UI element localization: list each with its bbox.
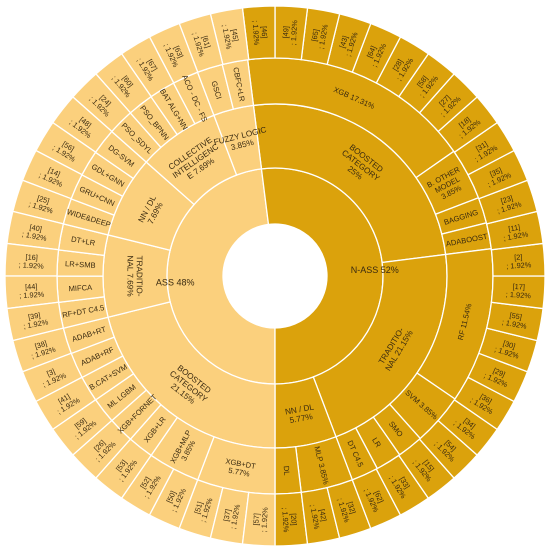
- ring4-label: [2]; 1.92%: [506, 252, 532, 271]
- ring4-slice: [477, 327, 538, 373]
- ring4-slice: [467, 149, 529, 200]
- ring2-label: NN / DL5.77%: [284, 402, 316, 425]
- ring4-slice: [71, 419, 132, 480]
- ring4-slice: [178, 478, 224, 539]
- center-hole: [223, 224, 327, 328]
- ring4-slice: [12, 327, 73, 373]
- ring4-slice: [6, 210, 65, 251]
- ring4-slice: [35, 376, 97, 431]
- ring4-slice: [21, 149, 83, 200]
- ring4-slice: [209, 486, 250, 545]
- ring4-label: [16]; 1.92%: [18, 252, 44, 271]
- ring4-slice: [21, 352, 83, 403]
- ring4-slice: [467, 352, 529, 403]
- chart-slices: [4, 5, 546, 547]
- ring4-slice: [326, 478, 372, 539]
- ring4-slice: [120, 36, 175, 98]
- ring3-label: XGB+DT5.77%: [223, 457, 257, 480]
- ring4-slice: [241, 5, 276, 61]
- ring4-slice: [241, 491, 276, 547]
- ring4-slice: [120, 454, 175, 516]
- ring4-label: [46]; 1.92%: [251, 19, 270, 45]
- ring4-slice: [71, 72, 132, 133]
- ring4-slice: [453, 121, 515, 176]
- ring4-slice: [178, 13, 224, 74]
- ring4-slice: [95, 438, 153, 500]
- ring3-label: DL: [282, 466, 292, 476]
- ring3-label: LR+SMB: [65, 259, 96, 270]
- ring4-slice: [300, 7, 341, 66]
- ring4-label: [34]; 1.92%: [452, 412, 483, 441]
- ring4-slice: [477, 179, 538, 225]
- ring4-slice: [4, 242, 60, 277]
- ring4-slice: [95, 52, 153, 114]
- ring4-slice: [375, 454, 430, 516]
- ring4-slice: [485, 301, 544, 342]
- ring3-label: MIFCA: [68, 283, 93, 293]
- ring4-slice: [351, 22, 402, 84]
- ring4-slice: [397, 438, 455, 500]
- ring4-slice: [51, 96, 113, 154]
- ring4-slice: [375, 36, 430, 98]
- ring4-slice: [12, 179, 73, 225]
- ring4-slice: [326, 13, 372, 74]
- ring4-slice: [274, 5, 309, 61]
- ring1-label: ASS 48%: [156, 277, 195, 287]
- ring1-label: N-ASS 52%: [351, 265, 399, 275]
- ring3-label: DT+LR: [70, 235, 96, 248]
- ring4-slice: [437, 96, 499, 154]
- ring4-label: [17]; 1.92%: [506, 281, 532, 300]
- ring4-slice: [418, 72, 479, 133]
- ring4-label: [57]; 1.92%: [251, 506, 270, 532]
- ring4-slice: [418, 419, 479, 480]
- ring4-slice: [4, 275, 60, 310]
- ring4-slice: [437, 398, 499, 456]
- ring4-slice: [351, 468, 402, 530]
- ring4-slice: [397, 52, 455, 114]
- ring4-slice: [148, 468, 199, 530]
- ring2-label: TRADITIO-NAL 7.69%: [126, 255, 144, 296]
- ring4-label: [44]; 1.92%: [18, 281, 44, 300]
- ring4-label: [49]; 1.92%: [280, 19, 299, 45]
- ring4-slice: [490, 275, 546, 310]
- ring4-slice: [453, 376, 515, 431]
- ring4-slice: [35, 121, 97, 176]
- ring4-slice: [148, 22, 199, 84]
- ring4-label: [20]; 1.92%: [280, 507, 299, 533]
- ring4-slice: [490, 242, 546, 277]
- ring4-slice: [51, 398, 113, 456]
